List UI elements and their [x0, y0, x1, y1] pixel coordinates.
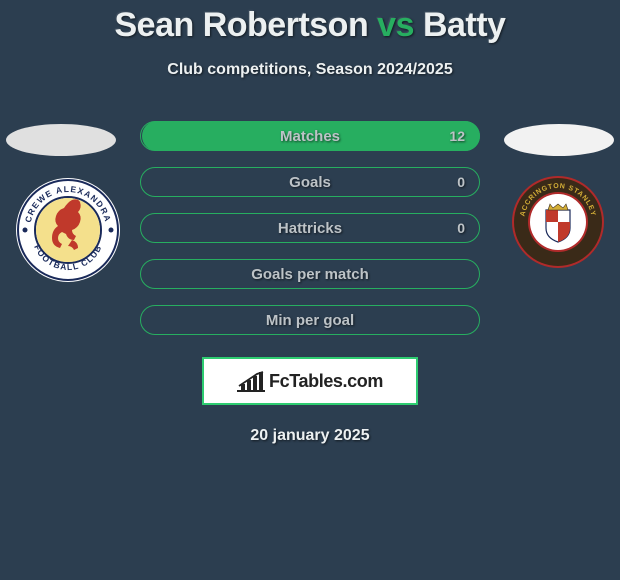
player1-photo-placeholder: [6, 124, 116, 156]
stat-label: Min per goal: [266, 312, 354, 329]
stats-list: Matches 12 Goals 0 Hattricks 0 Goals per match…: [140, 121, 480, 335]
brand-box: FcTables.com: [202, 357, 418, 405]
stat-label: Goals: [289, 174, 331, 191]
footer-date: 20 january 2025: [250, 427, 369, 445]
subtitle: Club competitions, Season 2024/2025: [167, 61, 452, 79]
brand-chart-icon: [237, 370, 265, 392]
vs-label: vs: [377, 6, 414, 44]
stat-row: Hattricks 0: [140, 213, 480, 243]
player2-name: Batty: [423, 6, 506, 44]
stat-row: Goals per match: [140, 259, 480, 289]
stat-label: Hattricks: [278, 220, 342, 237]
stat-row: Matches 12: [140, 121, 480, 151]
brand-text: FcTables.com: [269, 371, 383, 392]
player2-photo-placeholder: [504, 124, 614, 156]
accrington-stanley-crest-icon: ACCRINGTON STANLEY: [512, 176, 604, 268]
stat-right-value: 0: [457, 174, 465, 190]
stat-row: Min per goal: [140, 305, 480, 335]
player1-club-crest: CREWE ALEXANDRA FOOTBALL CLUB: [16, 178, 120, 282]
stat-right-value: 12: [449, 128, 465, 144]
stat-label: Goals per match: [251, 266, 369, 283]
page-title: Sean Robertson vs Batty: [115, 6, 506, 45]
stat-row: Goals 0: [140, 167, 480, 197]
player1-name: Sean Robertson: [115, 6, 369, 44]
stat-label: Matches: [280, 128, 340, 145]
player2-club-crest: ACCRINGTON STANLEY: [512, 176, 604, 268]
stat-right-value: 0: [457, 220, 465, 236]
crewe-alexandra-crest-icon: CREWE ALEXANDRA FOOTBALL CLUB: [16, 178, 120, 282]
